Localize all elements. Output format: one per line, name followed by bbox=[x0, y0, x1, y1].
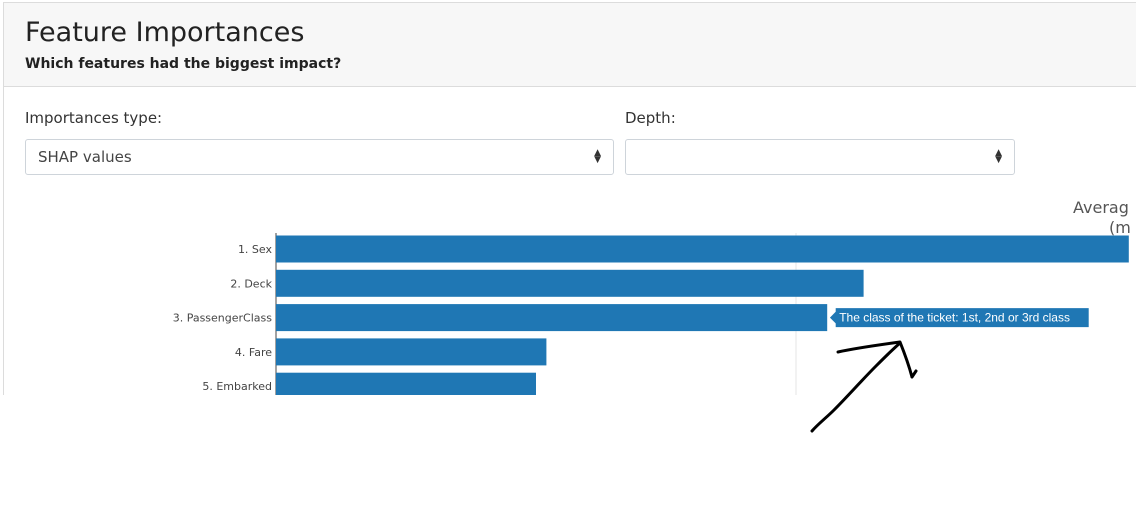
feature-importances-card: Feature Importances Which features had t… bbox=[3, 2, 1136, 395]
card-header: Feature Importances Which features had t… bbox=[4, 3, 1136, 87]
y-tick-label: 3. PassengerClass bbox=[173, 312, 273, 325]
feature-importance-chart: 1. Sex 2. Deck 3. PassengerClass 4. Fare 5. … bbox=[173, 198, 1131, 395]
y-tick-label: 5. Embarked bbox=[202, 380, 272, 393]
bar-1[interactable] bbox=[276, 235, 1129, 263]
x-axis-title: Averag bbox=[1073, 198, 1129, 217]
card-subtitle: Which features had the biggest impact? bbox=[25, 56, 342, 72]
tooltip-text: The class of the ticket: 1st, 2nd or 3rd… bbox=[839, 311, 1070, 325]
select-caret-icon: ▲ ▼ bbox=[594, 148, 601, 165]
y-tick-label: 2. Deck bbox=[230, 277, 272, 290]
arrow-shaft bbox=[810, 341, 902, 433]
importances-type-label: Importances type: bbox=[25, 109, 163, 127]
bar-4[interactable] bbox=[276, 338, 547, 366]
card-title: Feature Importances bbox=[25, 17, 305, 48]
select-caret-icon: ▲ ▼ bbox=[995, 148, 1002, 165]
y-tick-label: 4. Fare bbox=[235, 346, 272, 359]
bar-3[interactable] bbox=[276, 304, 828, 332]
bar-2[interactable] bbox=[276, 269, 864, 297]
importances-type-value: SHAP values bbox=[38, 148, 132, 166]
hover-tooltip: The class of the ticket: 1st, 2nd or 3rd… bbox=[828, 307, 1090, 329]
arrow-head bbox=[836, 340, 918, 379]
y-tick-label: 1. Sex bbox=[238, 243, 273, 256]
x-axis-title-line2: (m bbox=[1109, 218, 1131, 237]
depth-label: Depth: bbox=[625, 109, 676, 127]
bar-5[interactable] bbox=[276, 372, 536, 395]
depth-select[interactable]: ▲ ▼ bbox=[625, 139, 1015, 175]
importances-type-select[interactable]: SHAP values ▲ ▼ bbox=[25, 139, 614, 175]
tooltip-box bbox=[828, 307, 1090, 329]
